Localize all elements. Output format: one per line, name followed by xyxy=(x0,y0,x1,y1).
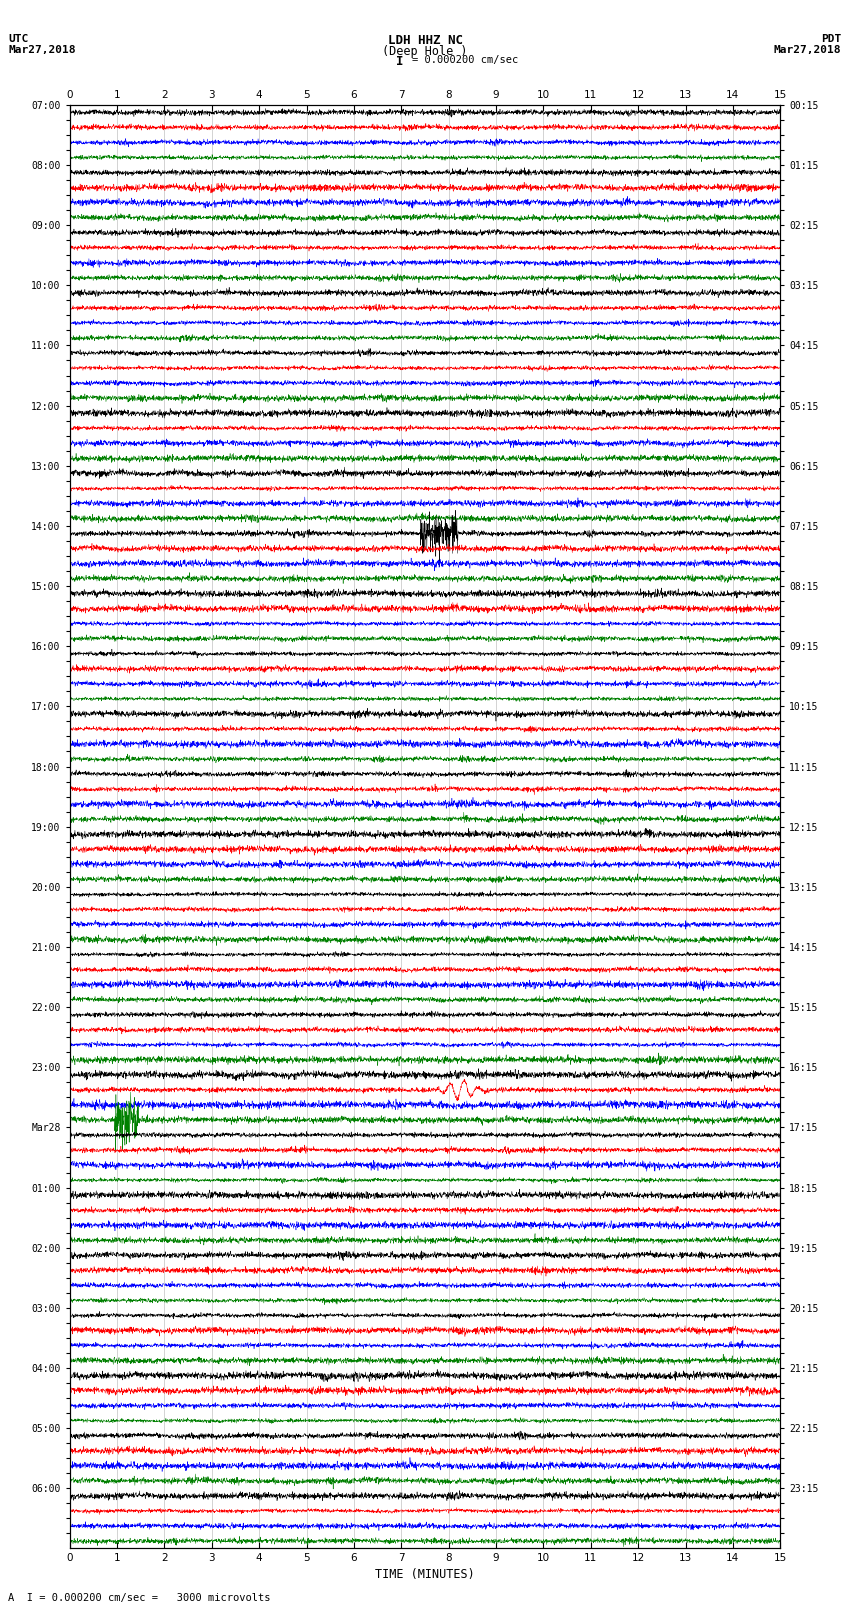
Text: LDH HHZ NC: LDH HHZ NC xyxy=(388,34,462,47)
Text: Mar27,2018: Mar27,2018 xyxy=(8,45,76,55)
Text: (Deep Hole ): (Deep Hole ) xyxy=(382,45,468,58)
Text: PDT: PDT xyxy=(821,34,842,44)
Text: = 0.000200 cm/sec: = 0.000200 cm/sec xyxy=(412,55,518,65)
Text: Mar27,2018: Mar27,2018 xyxy=(774,45,842,55)
Text: I: I xyxy=(396,55,403,68)
Text: A  I = 0.000200 cm/sec =   3000 microvolts: A I = 0.000200 cm/sec = 3000 microvolts xyxy=(8,1594,271,1603)
Text: UTC: UTC xyxy=(8,34,29,44)
X-axis label: TIME (MINUTES): TIME (MINUTES) xyxy=(375,1568,475,1581)
